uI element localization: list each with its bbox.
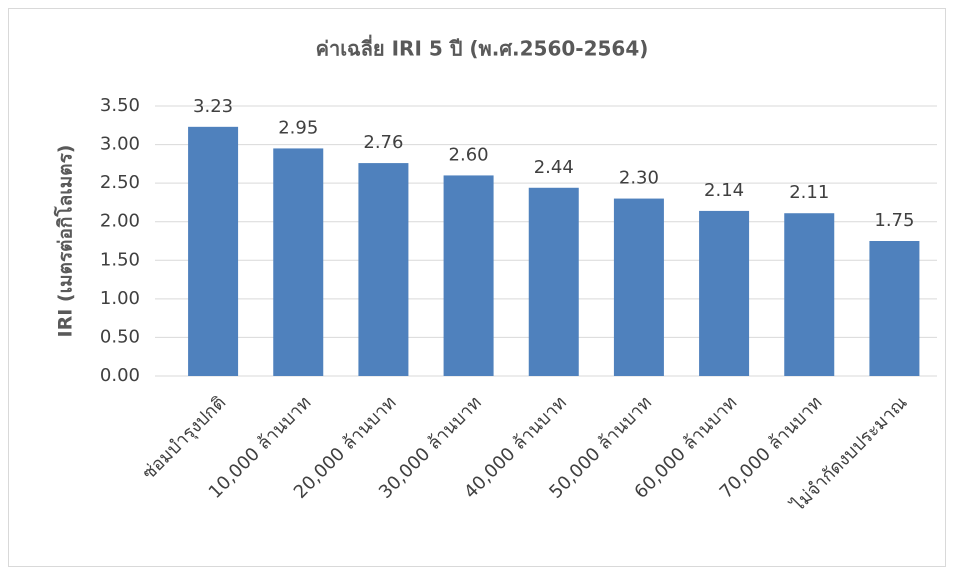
data-label: 2.44 xyxy=(534,157,574,178)
y-tick-label: 2.00 xyxy=(100,211,140,232)
data-label: 1.75 xyxy=(874,210,914,231)
data-label: 2.11 xyxy=(789,182,829,203)
data-label: 2.30 xyxy=(619,168,659,189)
data-label: 3.23 xyxy=(193,96,233,117)
y-tick-label: 3.50 xyxy=(100,95,140,116)
bar xyxy=(869,241,920,376)
y-tick-label: 1.00 xyxy=(100,288,140,309)
chart-title: ค่าเฉลี่ย IRI 5 ปี (พ.ศ.2560-2564) xyxy=(316,34,649,61)
y-tick-label: 0.00 xyxy=(100,365,140,386)
y-axis-label: IRI (เมตรต่อกิโลเมตร) xyxy=(54,145,77,338)
data-label: 2.60 xyxy=(449,144,489,165)
y-tick-label: 1.50 xyxy=(100,249,140,270)
data-label: 2.14 xyxy=(704,180,744,201)
bar xyxy=(699,210,750,376)
bar xyxy=(443,175,494,376)
bar xyxy=(188,126,239,376)
bar xyxy=(613,198,664,376)
bar xyxy=(784,213,835,376)
y-tick-label: 2.50 xyxy=(100,172,140,193)
y-tick-label: 3.00 xyxy=(100,134,140,155)
y-tick-label: 0.50 xyxy=(100,326,140,347)
data-label: 2.95 xyxy=(278,117,318,138)
data-label: 2.76 xyxy=(363,132,403,153)
bar xyxy=(358,163,409,376)
bar xyxy=(273,148,324,376)
bar xyxy=(528,187,579,376)
